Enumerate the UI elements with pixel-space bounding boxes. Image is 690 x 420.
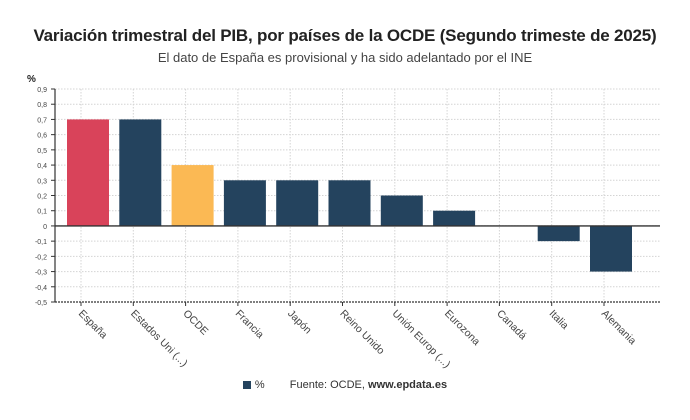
x-tick-label: España [76, 308, 110, 342]
bar-japón [276, 180, 319, 226]
y-tick-label: -0,1 [35, 239, 47, 246]
bar-estados-uni- [119, 119, 162, 226]
x-tick-label: Canadá [494, 308, 529, 343]
bar-ocde [171, 165, 214, 226]
y-tick-label: 0,2 [37, 194, 47, 201]
x-tick-label: Francia [233, 308, 266, 341]
bar-alemania [590, 225, 632, 272]
y-axis-label: % [27, 74, 36, 85]
x-tick-label: Italia [547, 308, 571, 332]
x-tick-label: Alemania [599, 308, 639, 348]
x-tick-label: Eurozona [442, 308, 482, 348]
bar-unión-europ- [380, 195, 423, 226]
y-tick-label: 0,1 [37, 209, 47, 216]
bar-italia [537, 225, 580, 242]
y-tick-label: 0 [43, 224, 47, 231]
chart-subtitle: El dato de España es provisional y ha si… [157, 50, 533, 65]
x-tick-label: Estados Uni (...) [128, 308, 190, 370]
y-tick-label: 0,5 [37, 148, 47, 155]
bar-francia [223, 180, 266, 226]
y-tick-label: -0,3 [35, 270, 47, 277]
y-tick-label: -0,4 [35, 285, 47, 292]
x-tick-label: Reino Unido [337, 308, 386, 357]
source-prefix: Fuente: OCDE, [289, 379, 369, 391]
y-tick-label: 0,6 [37, 133, 47, 140]
chart-footer: % Fuente: OCDE, www.epdata.es [0, 379, 690, 391]
y-tick-label: 0,4 [37, 163, 47, 170]
y-tick-label: 0,7 [37, 117, 47, 124]
y-tick-label: 0,9 [37, 87, 47, 94]
source-site: www.epdata.es [368, 379, 448, 391]
legend-label: % [254, 379, 265, 391]
y-tick-label: -0,2 [35, 254, 47, 261]
y-tick-label: 0,8 [37, 102, 47, 109]
y-tick-label: 0,3 [37, 178, 47, 185]
bar-españa [67, 119, 109, 226]
x-tick-label: Japón [285, 308, 314, 337]
y-tick-label: -0,5 [35, 300, 47, 307]
chart-title: Variación trimestral del PIB, por países… [33, 26, 657, 45]
bar-eurozona [433, 210, 476, 226]
legend-swatch [242, 381, 251, 389]
bar-reino-unido [328, 180, 371, 226]
x-tick-label: OCDE [180, 308, 210, 338]
